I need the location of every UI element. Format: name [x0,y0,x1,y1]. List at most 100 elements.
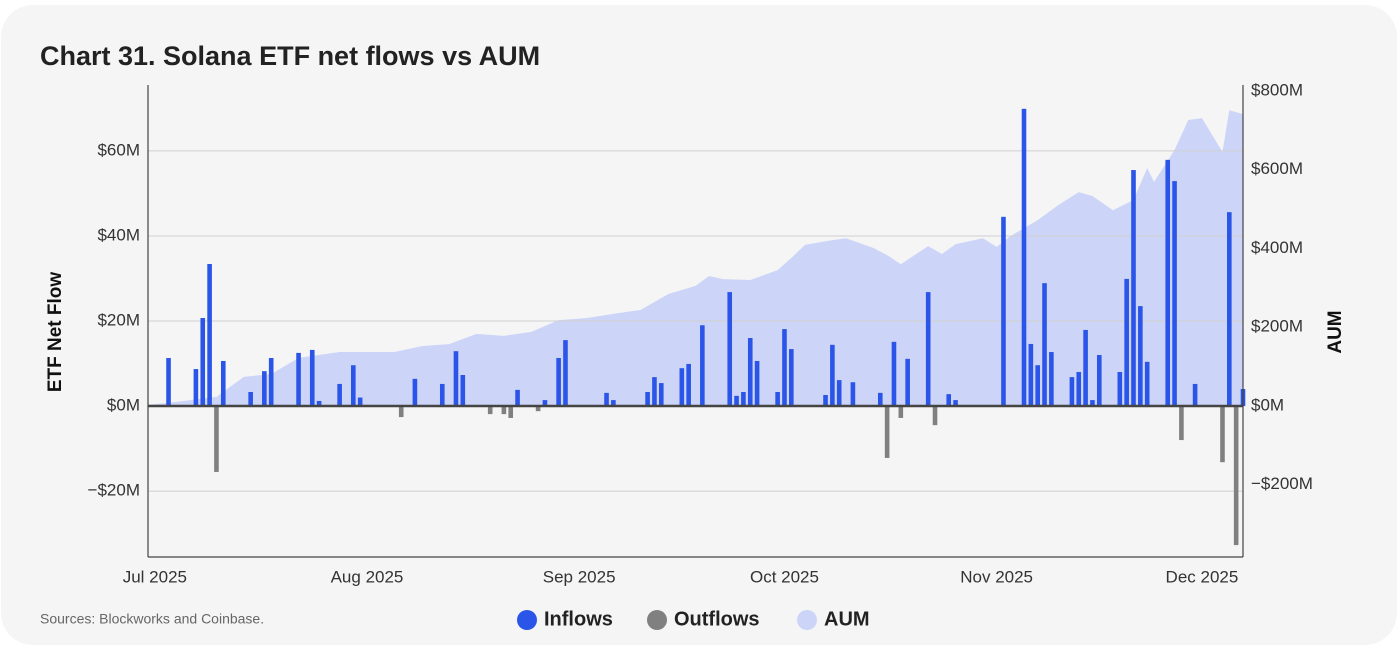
legend-label: AUM [824,608,870,630]
bar [836,380,842,407]
bar [1021,108,1027,407]
bar [398,406,404,418]
bar [604,392,609,407]
bar [953,400,958,407]
bar [1035,365,1040,407]
bar [1076,372,1082,407]
bar [220,360,226,407]
legend-swatch [647,610,667,630]
bar [1049,352,1054,407]
bar [487,406,493,415]
bar [1096,355,1102,407]
y-tick-label: $0M [107,396,140,415]
x-tick-label: Dec 2025 [1166,567,1239,586]
bar [645,392,650,407]
x-tick-label: Oct 2025 [750,567,819,586]
bar [556,357,561,407]
bar [679,368,685,407]
bar [1227,212,1232,407]
bar [754,360,760,407]
bar [1165,159,1171,407]
bar [542,400,548,407]
bar [1144,361,1150,407]
x-tick-label: Jul 2025 [123,567,187,586]
bar [535,406,541,412]
bar [357,397,363,407]
bar [207,264,212,407]
bar [1131,170,1136,407]
legend-swatch [517,610,537,630]
aum-area [148,110,1243,406]
source: Sources: Blockworks and Coinbase. [40,611,264,627]
y2-tick-label: $800M [1251,80,1303,99]
bar [891,341,897,407]
bar [268,357,274,407]
bar [248,392,253,407]
legend-label: Inflows [544,608,613,630]
bar [1192,383,1198,407]
bar [932,406,938,426]
bar [884,406,890,458]
bar [508,406,514,418]
bar [1090,400,1095,407]
bar [439,383,445,407]
y2-tick-label: −$200M [1251,474,1313,493]
bar [460,375,466,407]
bar [515,389,520,407]
bar [1001,216,1006,407]
bar [1233,406,1239,546]
bar [1179,406,1184,441]
bar [1028,343,1034,407]
bar [611,400,616,407]
bar [789,349,794,407]
bar [1138,306,1143,407]
bar [316,400,322,407]
legend-swatch [797,610,817,630]
y2-tick-label: $400M [1251,238,1303,257]
bar [727,292,733,407]
bar [453,351,459,407]
bar [501,406,507,415]
bar [830,344,835,407]
bar [700,325,705,407]
bar [905,358,910,407]
y-tick-label: $60M [97,140,140,159]
bar [563,340,568,407]
bar [193,369,199,407]
bar [652,377,657,407]
bar [337,383,342,407]
bar [877,392,883,407]
bar [200,318,206,407]
bar [1117,372,1123,407]
y2-tick-label: $600M [1251,159,1303,178]
x-tick-label: Sep 2025 [543,567,616,586]
x-tick-label: Nov 2025 [960,567,1033,586]
bar [850,382,856,407]
bar [296,352,301,407]
bar [782,329,787,407]
y-tick-label: $20M [97,310,140,329]
bar [1083,329,1088,407]
bar [686,363,691,407]
legend-label: Outflows [674,608,760,630]
bar [351,365,356,407]
y2-axis-title: AUM [1325,310,1346,353]
bar [166,357,171,407]
bar [214,406,219,472]
chart-title: Chart 31. Solana ETF net flows vs AUM [40,41,540,71]
bar [747,338,753,407]
y-tick-label: −$20M [88,481,140,500]
x-tick-label: Aug 2025 [331,567,404,586]
bar [262,371,267,407]
bar [898,406,904,418]
bar [741,392,746,407]
bar [775,392,780,407]
bar [412,378,418,407]
bar [1172,181,1177,407]
bar [1124,278,1129,407]
bar [734,395,739,407]
y2-tick-label: $200M [1251,317,1303,336]
bar [658,383,664,407]
bar [946,394,952,407]
